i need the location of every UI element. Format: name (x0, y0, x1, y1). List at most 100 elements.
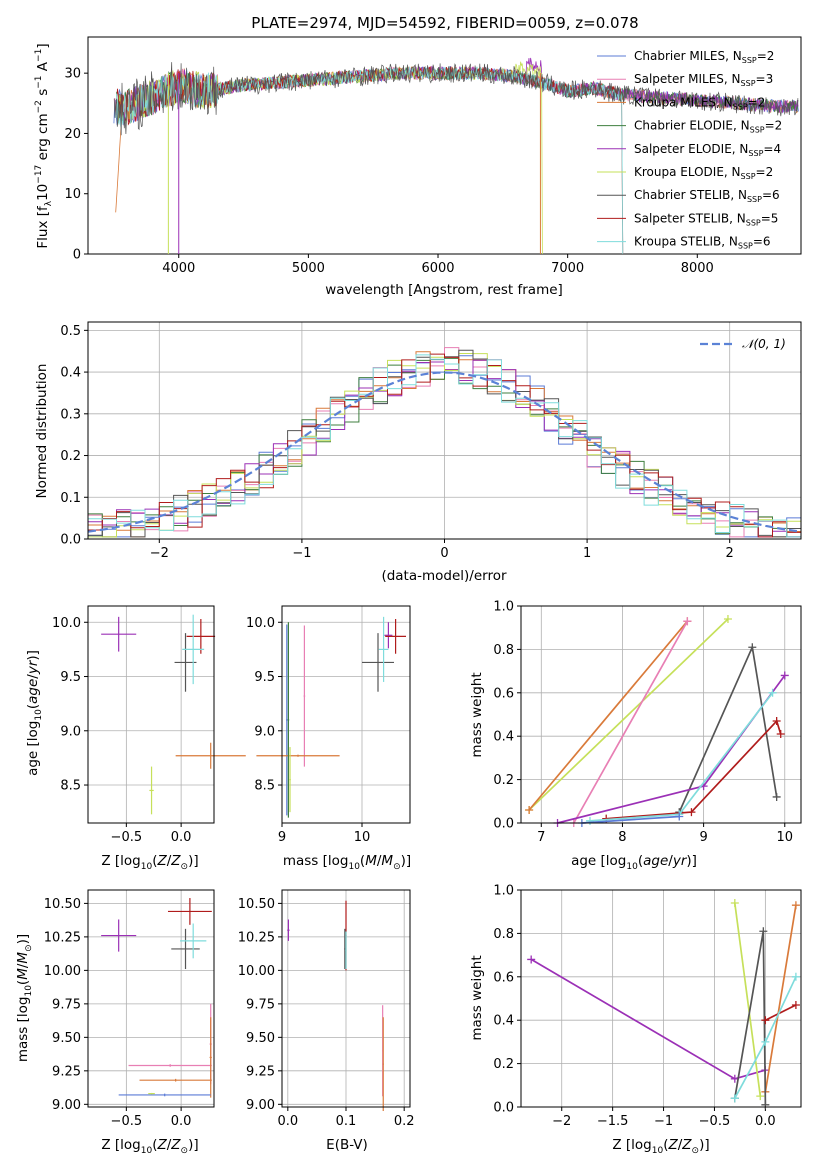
y-tick-label: 9.5 (60, 670, 81, 685)
weight-z-point (761, 1100, 770, 1109)
x-tick-label: 5000 (292, 261, 325, 276)
weight-z-point (730, 899, 739, 908)
x-tick-label: 0.0 (277, 1114, 298, 1129)
y-tick-label: 10.0 (52, 616, 81, 631)
residuals-frame (87, 321, 802, 540)
y-tick-label: 9.0 (60, 724, 81, 739)
weight-z-point (791, 972, 800, 981)
x-tick-label: 0.2 (394, 1114, 415, 1129)
weight-age-frame (520, 605, 802, 824)
y-tick-label: 10.00 (238, 964, 275, 979)
x-tick-label: −1 (654, 1114, 673, 1129)
x-tick-label: 0.0 (171, 830, 192, 845)
y-tick-label: 0.0 (60, 533, 81, 548)
y-tick-label: 0.2 (60, 449, 81, 464)
y-tick-label: 10.50 (44, 897, 81, 912)
weight-z-point (761, 1037, 770, 1046)
y-tick-label: 0.5 (60, 324, 81, 339)
y-tick-label: 0.0 (493, 817, 514, 832)
spectrum-ticks: 4000 5000 6000 7000 8000 0 10 20 30 (64, 67, 713, 276)
weight-vs-age-panel: 7 8 9 10 0.0 0.2 0.4 0.6 0.8 1.0 (493, 600, 802, 845)
y-tick-label: 1.0 (493, 600, 514, 615)
residuals-xlabel: (data-model)/error (381, 568, 507, 584)
weight-z-point (759, 927, 768, 936)
y-tick-label: 0.6 (493, 686, 514, 701)
weight-z-xlabel: Z [log10(Z/Z⊙)] (612, 1137, 709, 1156)
histogram-5 (88, 353, 801, 538)
x-tick-label: −0.5 (111, 1114, 143, 1129)
x-tick-label: −0.5 (111, 830, 143, 845)
y-tick-label: 9.5 (254, 670, 275, 685)
mass-ebv-frame (281, 889, 411, 1108)
y-tick-label: 30 (64, 67, 81, 82)
spectrum-panel: 4000 5000 6000 7000 8000 0 10 20 30 wavelength [… (34, 36, 802, 298)
legend-label-3: Chabrier ELODIE, NSSP=2 (634, 119, 782, 135)
legend-label-0: Chabrier MILES, NSSP=2 (634, 49, 774, 65)
age-vs-mass-panel: 9 10 8.5 9.0 9.5 10.0 (246, 605, 411, 845)
weight-age-line (589, 692, 774, 822)
spectrum-lines (113, 57, 799, 254)
weight-age-point (585, 816, 594, 825)
legend-label-8: Kroupa STELIB, NSSP=6 (634, 235, 771, 251)
weight-age-line (581, 815, 680, 824)
gaussian-legend-label: 𝒩(0, 1) (742, 337, 786, 351)
y-tick-label: 0.0 (493, 1101, 514, 1116)
histogram-8 (88, 354, 801, 538)
weight-z-line (733, 902, 762, 1097)
x-tick-label: 0.0 (171, 1114, 192, 1129)
mass-z-xlabel: Z [log10(Z/Z⊙)] (101, 1137, 198, 1156)
x-tick-label: 10 (354, 830, 371, 845)
weight-age-point (772, 792, 781, 801)
y-tick-label: 0 (73, 248, 81, 263)
weight-age-point (683, 617, 692, 626)
y-tick-label: 9.25 (246, 1064, 275, 1079)
weight-z-point (730, 1094, 739, 1103)
weight-age-line (678, 644, 778, 813)
spectrum-legend: Chabrier MILES, NSSP=2 Salpeter MILES, NS… (597, 49, 782, 251)
x-tick-label: 4000 (162, 261, 195, 276)
x-tick-label: −2 (150, 546, 169, 561)
weight-age-point (723, 615, 732, 624)
weight-age-line (528, 620, 689, 811)
weight-age-point (525, 805, 534, 814)
y-tick-label: 0.3 (60, 407, 81, 422)
weight-z-point (527, 955, 536, 964)
x-tick-label: −2 (552, 1114, 571, 1129)
y-tick-label: 0.4 (60, 366, 81, 381)
x-tick-label: −1 (292, 546, 311, 561)
mass-ebv-xlabel: E(B-V) (326, 1137, 368, 1153)
y-tick-label: 10.00 (44, 964, 81, 979)
figure-title: PLATE=2974, MJD=54592, FIBERID=0059, z=0… (251, 14, 638, 32)
y-tick-label: 9.75 (52, 997, 81, 1012)
legend-label-1: Salpeter MILES, NSSP=3 (634, 72, 773, 88)
weight-z-point (756, 1092, 765, 1101)
age-z-xlabel: Z [log10(Z/Z⊙)] (101, 853, 198, 872)
x-tick-label: 0.0 (755, 1114, 776, 1129)
x-tick-label: −0.5 (699, 1114, 731, 1129)
residuals-histograms (88, 347, 801, 538)
age-z-ylabel: age [log10(age/yr)] (25, 650, 44, 776)
x-tick-label: 1 (583, 546, 591, 561)
y-tick-label: 0.2 (493, 1057, 514, 1072)
weight-age-point (776, 730, 785, 739)
weight-age-point (748, 643, 757, 652)
y-tick-label: 9.0 (254, 724, 275, 739)
x-tick-label: 0.1 (336, 1114, 357, 1129)
weight-age-point (687, 808, 696, 817)
weight-age-xlabel: age [log10(age/yr)] (571, 853, 697, 872)
spectrum-xlabel: wavelength [Angstrom, rest frame] (325, 282, 563, 298)
legend-label-7: Salpeter STELIB, NSSP=5 (634, 211, 778, 227)
x-tick-label: 0 (440, 546, 448, 561)
y-tick-label: 0.8 (493, 927, 514, 942)
age-mass-xlabel: mass [log10(M/M⊙)] (283, 853, 411, 872)
residuals-panel: −2 −1 0 1 2 0.0 0.1 0.2 0.3 0.4 0.5 (data-model)/e… (34, 321, 802, 584)
weight-age-point (772, 717, 781, 726)
gaussian-curve (87, 371, 802, 533)
weight-vs-z-panel: −2 −1.5 −1 −0.5 0.0 0.0 0.2 0.4 0.6 0.8 1.0 (493, 884, 802, 1129)
x-tick-label: 7000 (551, 261, 584, 276)
weight-age-point (780, 671, 789, 680)
x-tick-label: 10 (776, 830, 793, 845)
age-vs-z-panel: −0.5 0.0 8.5 9.0 9.5 10.0 (52, 605, 246, 845)
y-tick-label: 9.00 (246, 1098, 275, 1113)
